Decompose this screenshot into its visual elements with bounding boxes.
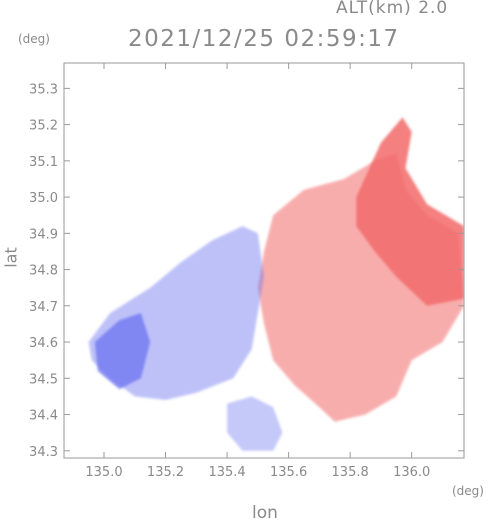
x-tick-label: 135.4 [208,465,245,480]
y-tick-label: 34.8 [29,264,58,279]
y-tick-label: 34.6 [29,336,58,351]
y-tick-label: 34.9 [29,227,58,242]
y-tick-label: 35.3 [29,82,58,97]
x-tick-label: 135.2 [147,465,184,480]
y-tick-label: 35.2 [29,119,58,134]
x-ticks: 135.0 135.2 135.4 135.6 135.8 136.0 [85,63,430,480]
plot-frame [63,62,465,459]
x-tick-label: 135.6 [270,465,307,480]
velocity-field [88,117,464,451]
altitude-label: ALT(km) 2.0 [336,0,449,18]
y-unit-label: (deg) [18,32,50,46]
approaching-region-4 [94,313,151,390]
receding-region-2 [356,117,464,306]
y-tick-label: 34.4 [29,409,58,424]
y-tick-label: 34.5 [29,372,58,387]
x-axis-label: lon [252,503,278,523]
y-tick-label: 34.7 [29,300,58,315]
y-ticks: 34.3 34.4 34.5 34.6 34.7 34.8 34.9 35.0 35.1 35.2… [29,82,464,460]
x-unit-label: (deg) [452,484,484,498]
x-tick-label: 135.0 [85,465,122,480]
timestamp-title: 2021/12/25 02:59:17 [128,26,400,52]
approaching-region-5 [227,396,283,451]
x-tick-label: 136.0 [393,465,430,480]
x-tick-label: 135.8 [332,465,369,480]
y-tick-label: 35.0 [29,191,58,206]
y-tick-label: 35.1 [29,155,58,170]
y-tick-label: 34.3 [29,445,58,460]
